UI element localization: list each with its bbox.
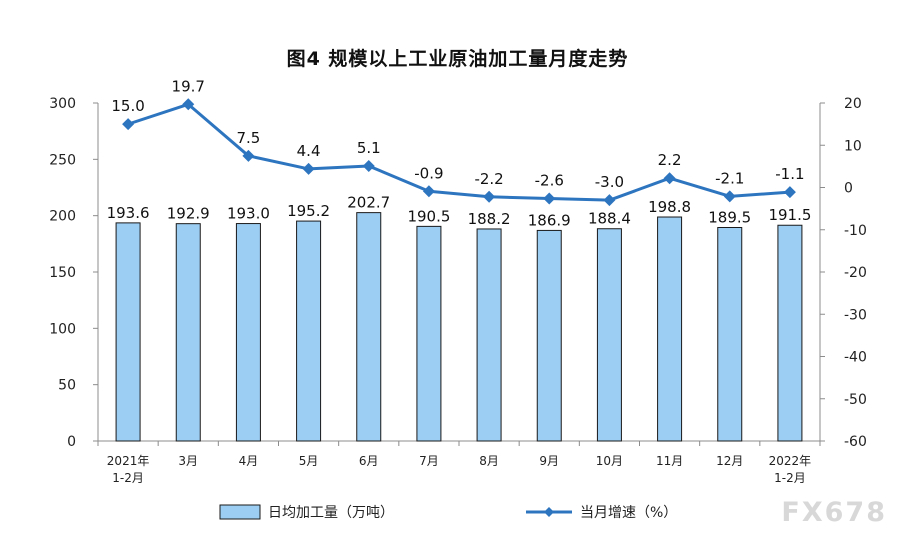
growth-line xyxy=(127,102,791,202)
x-tick-label: 12月 xyxy=(716,454,743,468)
bar-data-label: 198.8 xyxy=(648,198,691,216)
bar xyxy=(536,229,562,442)
right-tick-label: 20 xyxy=(844,96,862,112)
left-tick-label: 300 xyxy=(49,96,76,112)
line-data-label: 5.1 xyxy=(357,139,381,157)
x-tick-label: 10月 xyxy=(596,454,623,468)
bar xyxy=(476,228,502,442)
line-point xyxy=(122,118,135,131)
bar xyxy=(657,216,683,442)
line-point xyxy=(422,185,435,198)
x-tick-label: 8月 xyxy=(479,454,499,468)
x-tick-label: 1-2月 xyxy=(112,471,144,485)
line-point xyxy=(483,190,496,203)
bar-data-label: 189.5 xyxy=(708,208,751,226)
right-tick-label: -50 xyxy=(844,392,867,408)
line-point xyxy=(362,159,375,172)
bar-labels: 193.6 192.9 193.0 195.2 202.7 190.5 188.2 186.9… xyxy=(107,194,812,230)
axes: 0 50 100 150 200 250 300 -60 -50 -40 -30 -20 -10 0 10 2… xyxy=(49,96,867,485)
bar-data-label: 202.7 xyxy=(347,194,390,212)
right-tick-label: 10 xyxy=(844,138,862,154)
bar-data-label: 193.0 xyxy=(227,205,270,223)
legend-label-line: 当月增速（%） xyxy=(580,505,677,521)
bar xyxy=(115,222,141,442)
line-data-label: 4.4 xyxy=(297,142,321,160)
line-data-label: -2.1 xyxy=(715,169,744,187)
bar xyxy=(356,212,382,442)
x-tick-label: 4月 xyxy=(239,454,259,468)
line-data-label: -2.6 xyxy=(535,171,564,189)
right-tick-label: -30 xyxy=(844,307,867,323)
bar-data-label: 188.2 xyxy=(468,210,511,228)
left-tick-label: 250 xyxy=(49,152,76,168)
legend-swatch-marker xyxy=(544,507,554,517)
bar xyxy=(296,220,322,442)
bar xyxy=(235,223,261,442)
left-tick-label: 150 xyxy=(49,265,76,281)
x-tick-label: 5月 xyxy=(299,454,319,468)
x-tick-label: 7月 xyxy=(419,454,439,468)
line-data-label: -2.2 xyxy=(474,170,503,188)
line-data-label: -3.0 xyxy=(595,173,624,191)
legend-label-bar: 日均加工量（万吨） xyxy=(268,505,394,521)
left-tick-label: 100 xyxy=(49,321,76,337)
right-tick-label: -20 xyxy=(844,265,867,281)
line-point xyxy=(242,149,255,162)
x-tick-label: 1-2月 xyxy=(774,471,806,485)
line-labels: 15.0 19.7 7.5 4.4 5.1 -0.9 -2.2 -2.6 -3.0 2.2 -2.1… xyxy=(111,77,804,191)
x-tick-label: 6月 xyxy=(359,454,379,468)
line-point xyxy=(182,98,195,111)
x-tick-label: 11月 xyxy=(656,454,683,468)
line-data-label: -1.1 xyxy=(775,165,804,183)
bars-series xyxy=(115,212,803,442)
x-tick-label: 3月 xyxy=(178,454,198,468)
line-point xyxy=(302,162,315,175)
line-data-label: 19.7 xyxy=(172,77,205,95)
line-data-label: 15.0 xyxy=(111,97,144,115)
left-tick-label: 0 xyxy=(67,434,76,450)
legend: 日均加工量（万吨） 当月增速（%） xyxy=(219,504,677,521)
x-tick-label: 2021年 xyxy=(107,454,150,468)
left-tick-label: 50 xyxy=(58,378,76,394)
line-data-label: 2.2 xyxy=(658,151,682,169)
bar-data-label: 186.9 xyxy=(528,211,571,229)
right-tick-label: -10 xyxy=(844,223,867,239)
right-tick-label: 0 xyxy=(844,181,853,197)
chart-title: 图4 规模以上工业原油加工量月度走势 xyxy=(286,48,629,70)
bar xyxy=(777,224,803,442)
bar xyxy=(175,223,201,442)
line-point xyxy=(543,192,556,205)
bar xyxy=(596,228,622,442)
bar-data-label: 190.5 xyxy=(407,207,450,225)
bar-data-label: 193.6 xyxy=(107,204,150,222)
x-tick-label: 9月 xyxy=(539,454,559,468)
line-point xyxy=(663,172,676,185)
line-series xyxy=(122,98,796,207)
bar xyxy=(717,226,743,442)
bar-data-label: 191.5 xyxy=(768,206,811,224)
line-data-label: -0.9 xyxy=(414,164,443,182)
line-point xyxy=(603,194,616,207)
left-tick-label: 200 xyxy=(49,209,76,225)
bar xyxy=(416,225,442,442)
right-tick-label: -40 xyxy=(844,350,867,366)
bar-data-label: 192.9 xyxy=(167,205,210,223)
bar-data-label: 188.4 xyxy=(588,210,631,228)
bar-data-label: 195.2 xyxy=(287,202,330,220)
line-point xyxy=(723,190,736,203)
x-tick-label: 2022年 xyxy=(769,454,812,468)
right-tick-label: -60 xyxy=(844,434,867,450)
watermark: FX678 xyxy=(781,497,887,528)
line-point xyxy=(783,186,796,199)
line-data-label: 7.5 xyxy=(236,129,260,147)
legend-swatch-bar xyxy=(219,504,261,520)
